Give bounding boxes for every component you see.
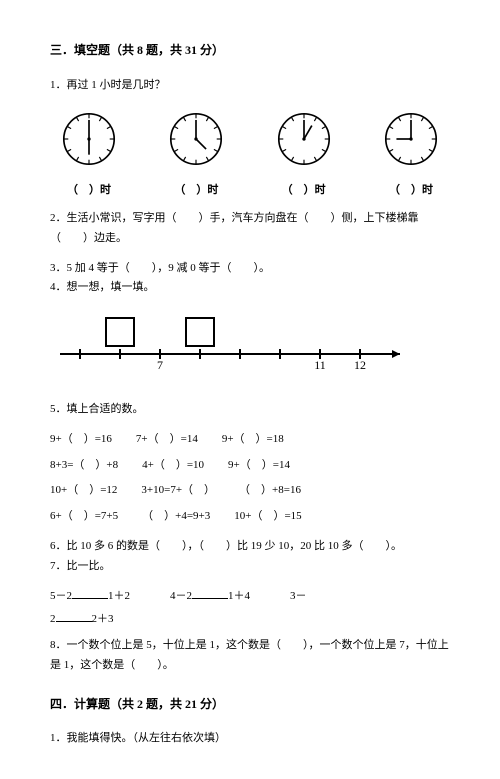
clock-1-label: （ ）时	[54, 181, 124, 201]
numline-11: 11	[314, 358, 326, 372]
eq-cell: 10+（ ）=15	[234, 507, 301, 527]
clock-icon	[61, 111, 117, 167]
clock-3: （ ）时	[269, 111, 339, 201]
clock-icon	[168, 111, 224, 167]
numline-7: 7	[157, 358, 163, 372]
q1-prompt: 1．再过 1 小时是几时？	[50, 76, 450, 96]
eq-cell: 3+10=7+（ ）	[141, 481, 215, 501]
number-line-icon: 7 11 12	[50, 314, 410, 374]
q3-text: 3．5 加 4 等于（ ），9 减 0 等于（ ）。	[50, 259, 450, 279]
eq-cell: 8+3=（ ）+8	[50, 456, 118, 476]
q2-text: 2．生活小常识，写字用（ ）手，汽车方向盘在（ ）侧，上下楼梯靠（ ）边走。	[50, 209, 450, 249]
section4-q1: 1．我能填得快。（从左往右依次填）	[50, 729, 450, 749]
eq-cell: 9+（ ）=16	[50, 430, 112, 450]
numline-12: 12	[354, 358, 366, 372]
eq-cell: 9+（ ）=14	[228, 456, 290, 476]
clock-icon	[383, 111, 439, 167]
q6-text: 6．比 10 多 6 的数是（ ），（ ）比 19 少 10，20 比 10 多…	[50, 537, 450, 557]
number-line: 7 11 12	[50, 314, 450, 382]
q7-item: 22＋3	[50, 610, 114, 630]
q7-item: 5－21＋2	[50, 587, 130, 607]
eq-cell: 10+（ ）=12	[50, 481, 117, 501]
q5-equations: 9+（ ）=16 7+（ ）=14 9+（ ）=18 8+3=（ ）+8 4+（…	[50, 430, 450, 527]
eq-cell: （ ）+8=16	[239, 481, 301, 501]
q8-text: 8．一个数个位上是 5，十位上是 1，这个数是（ ），一个数个位上是 7，十位上…	[50, 636, 450, 676]
clock-2: （ ）时	[161, 111, 231, 201]
q7-item: 4－21＋4	[170, 587, 250, 607]
eq-cell: 7+（ ）=14	[136, 430, 198, 450]
section4-title: 四．计算题（共 2 题，共 21 分）	[50, 694, 450, 716]
clock-4-label: （ ）时	[376, 181, 446, 201]
clock-icon	[276, 111, 332, 167]
q4-text: 4．想一想，填一填。	[50, 278, 450, 298]
eq-cell: （ ）+4=9+3	[142, 507, 210, 527]
eq-cell: 4+（ ）=10	[142, 456, 204, 476]
eq-cell: 9+（ ）=18	[222, 430, 284, 450]
clocks-row: （ ）时 （ ）时	[50, 111, 450, 201]
q7-row1: 5－21＋2 4－21＋4 3－	[50, 587, 450, 607]
clock-4: （ ）时	[376, 111, 446, 201]
q7-row2: 22＋3	[50, 610, 450, 630]
eq-cell: 6+（ ）=7+5	[50, 507, 118, 527]
clock-1: （ ）时	[54, 111, 124, 201]
q7-item: 3－	[290, 587, 307, 607]
clock-2-label: （ ）时	[161, 181, 231, 201]
clock-3-label: （ ）时	[269, 181, 339, 201]
q7-title: 7．比一比。	[50, 557, 450, 577]
section3-title: 三．填空题（共 8 题，共 31 分）	[50, 40, 450, 62]
q5-title: 5．填上合适的数。	[50, 400, 450, 420]
